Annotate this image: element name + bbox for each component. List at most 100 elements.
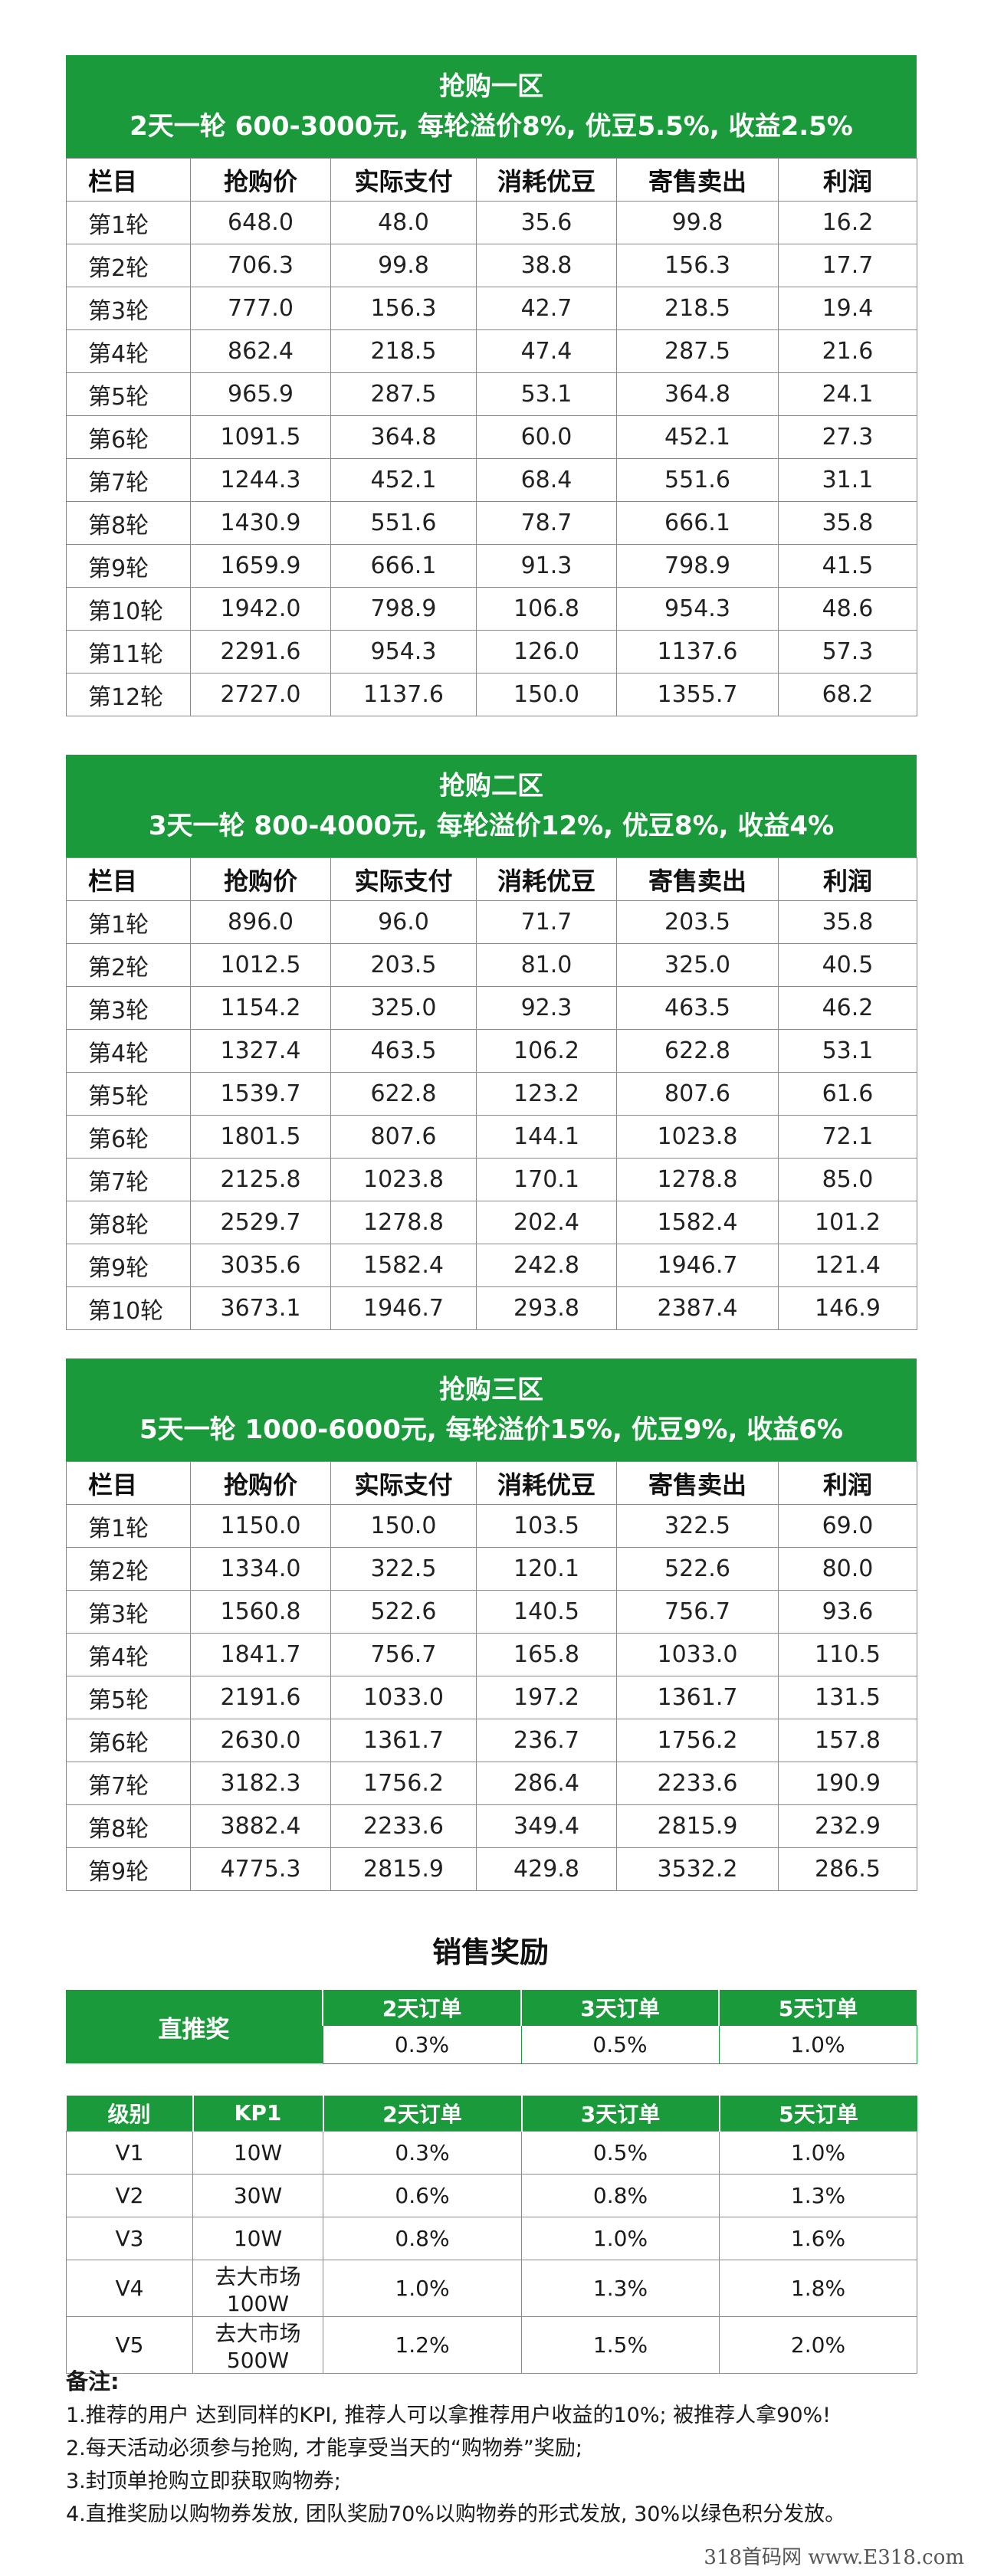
- table-row: 第6轮 2630.0 1361.7 236.7 1756.2 157.8: [66, 1719, 917, 1762]
- table-cell: 99.8: [330, 244, 477, 287]
- table-cell: 24.1: [778, 372, 917, 416]
- table-cell: 648.0: [190, 201, 331, 244]
- table-cell: 第3轮: [66, 986, 191, 1030]
- table-row: 第4轮 1841.7 756.7 165.8 1033.0 110.5: [66, 1633, 917, 1676]
- zone-2-table: 栏目 抢购价 实际支付 消耗优豆 寄售卖出 利润 第1轮 896.0 96.0 71.7 203.5…: [66, 857, 917, 1330]
- table-cell: 522.6: [616, 1547, 779, 1591]
- table-cell: 1023.8: [330, 1158, 477, 1201]
- table-cell: 第6轮: [66, 1115, 191, 1159]
- table-cell: 19.4: [778, 287, 917, 330]
- table-cell: 第8轮: [66, 1804, 191, 1848]
- watermark: 318首码网 www.E318.com: [704, 2546, 964, 2569]
- table-cell: 53.1: [476, 372, 617, 416]
- table-row: 第2轮 1012.5 203.5 81.0 325.0 40.5: [66, 943, 917, 987]
- table-row: 第4轮 1327.4 463.5 106.2 622.8 53.1: [66, 1029, 917, 1073]
- table-cell: 287.5: [330, 372, 477, 416]
- table-cell: 第9轮: [66, 1847, 191, 1891]
- level-cell: 1.3%: [521, 2259, 720, 2317]
- table-cell: 121.4: [778, 1244, 917, 1287]
- table-cell: 144.1: [476, 1115, 617, 1159]
- column-header: 利润: [778, 857, 917, 901]
- table-cell: 第4轮: [66, 1633, 191, 1676]
- table-cell: 798.9: [616, 544, 779, 588]
- table-cell: 38.8: [476, 244, 617, 287]
- table-cell: 96.0: [330, 900, 477, 944]
- table-cell: 2727.0: [190, 673, 331, 716]
- direct-header-3day: 3天订单: [520, 1990, 719, 2025]
- table-cell: 131.5: [778, 1676, 917, 1719]
- table-cell: 325.0: [616, 943, 779, 987]
- table-cell: 807.6: [616, 1072, 779, 1116]
- table-cell: 91.3: [476, 544, 617, 588]
- table-cell: 965.9: [190, 372, 331, 416]
- table-row: 第7轮 2125.8 1023.8 170.1 1278.8 85.0: [66, 1158, 917, 1201]
- table-cell: 1355.7: [616, 673, 779, 716]
- table-cell: 第1轮: [66, 1504, 191, 1548]
- table-cell: 1137.6: [616, 630, 779, 673]
- table-cell: 第4轮: [66, 329, 191, 373]
- table-cell: 3035.6: [190, 1244, 331, 1287]
- table-cell: 68.2: [778, 673, 917, 716]
- table-row: 第5轮 965.9 287.5 53.1 364.8 24.1: [66, 372, 917, 416]
- table-cell: 46.2: [778, 986, 917, 1030]
- table-cell: 53.1: [778, 1029, 917, 1073]
- table-cell: 1033.0: [330, 1676, 477, 1719]
- table-row: 第8轮 3882.4 2233.6 349.4 2815.9 232.9: [66, 1804, 917, 1848]
- level-row: V4 去大市场100W 1.0% 1.3% 1.8%: [66, 2259, 917, 2317]
- table-cell: 1582.4: [616, 1201, 779, 1244]
- table-cell: 1091.5: [190, 415, 331, 459]
- column-header: 寄售卖出: [616, 158, 779, 202]
- table-cell: 第7轮: [66, 458, 191, 502]
- zone-2: 抢购二区 3天一轮 800-4000元, 每轮溢价12%, 优豆8%, 收益4%…: [66, 755, 917, 1330]
- table-cell: 190.9: [778, 1762, 917, 1805]
- table-row: 第5轮 2191.6 1033.0 197.2 1361.7 131.5: [66, 1676, 917, 1719]
- table-cell: 2529.7: [190, 1201, 331, 1244]
- table-cell: 1539.7: [190, 1072, 331, 1116]
- table-cell: 1841.7: [190, 1633, 331, 1676]
- level-cell: 去大市场500W: [192, 2315, 323, 2374]
- table-row: 第3轮 777.0 156.3 42.7 218.5 19.4: [66, 287, 917, 330]
- table-cell: 第1轮: [66, 900, 191, 944]
- table-cell: 85.0: [778, 1158, 917, 1201]
- zone-2-title: 抢购二区: [439, 771, 543, 801]
- level-cell: 1.3%: [719, 2173, 917, 2217]
- table-cell: 218.5: [330, 329, 477, 373]
- table-cell: 1659.9: [190, 544, 331, 588]
- table-cell: 452.1: [330, 458, 477, 502]
- table-row: 第4轮 862.4 218.5 47.4 287.5 21.6: [66, 329, 917, 373]
- sales-reward-title: 销售奖励: [431, 1935, 549, 1969]
- table-cell: 16.2: [778, 201, 917, 244]
- table-cell: 1582.4: [330, 1244, 477, 1287]
- table-cell: 140.5: [476, 1590, 617, 1634]
- level-cell: 0.8%: [323, 2216, 522, 2260]
- column-header: 抢购价: [190, 1461, 331, 1505]
- column-header-row: 栏目 抢购价 实际支付 消耗优豆 寄售卖出 利润: [66, 1461, 917, 1505]
- table-cell: 第7轮: [66, 1158, 191, 1201]
- level-row: V1 10W 0.3% 0.5% 1.0%: [66, 2130, 917, 2175]
- table-cell: 150.0: [330, 1504, 477, 1548]
- direct-reward-table: 直推奖 2天订单 3天订单 5天订单 0.3% 0.5% 1.0%: [66, 1990, 917, 2064]
- table-cell: 1154.2: [190, 986, 331, 1030]
- table-cell: 157.8: [778, 1719, 917, 1762]
- table-row: 第1轮 648.0 48.0 35.6 99.8 16.2: [66, 201, 917, 244]
- column-header: 利润: [778, 158, 917, 202]
- table-row: 第11轮 2291.6 954.3 126.0 1137.6 57.3: [66, 630, 917, 673]
- zone-1-header: 抢购一区 2天一轮 600-3000元, 每轮溢价8%, 优豆5.5%, 收益2…: [66, 55, 917, 158]
- direct-value-2day: 0.3%: [322, 2024, 522, 2064]
- level-cell: 去大市场100W: [192, 2259, 323, 2317]
- level-cell: 2.0%: [719, 2315, 917, 2374]
- table-cell: 27.3: [778, 415, 917, 459]
- table-cell: 第11轮: [66, 630, 191, 673]
- direct-value-5day: 1.0%: [718, 2024, 917, 2064]
- table-row: 第6轮 1801.5 807.6 144.1 1023.8 72.1: [66, 1115, 917, 1159]
- notes-title: 备注:: [66, 2368, 120, 2394]
- table-cell: 第10轮: [66, 587, 191, 631]
- level-column-header: 3天订单: [520, 2096, 720, 2131]
- table-cell: 第9轮: [66, 544, 191, 588]
- table-cell: 463.5: [330, 1029, 477, 1073]
- table-cell: 60.0: [476, 415, 617, 459]
- table-cell: 756.7: [616, 1590, 779, 1634]
- table-cell: 1278.8: [616, 1158, 779, 1201]
- table-cell: 522.6: [330, 1590, 477, 1634]
- table-cell: 126.0: [476, 630, 617, 673]
